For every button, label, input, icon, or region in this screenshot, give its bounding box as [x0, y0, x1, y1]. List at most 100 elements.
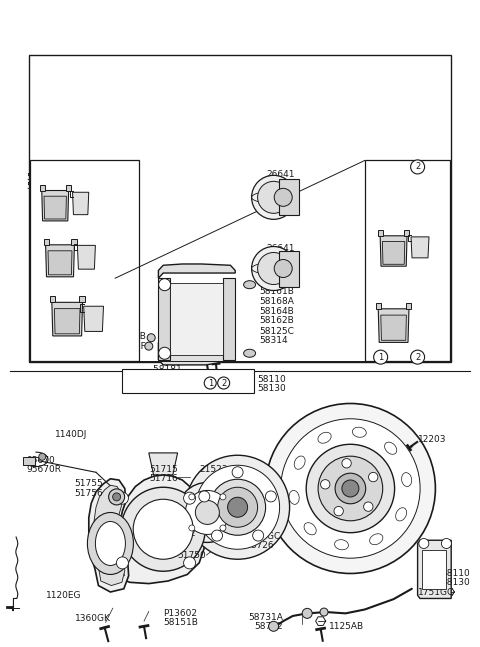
Polygon shape — [49, 296, 55, 302]
Polygon shape — [406, 303, 411, 309]
Text: 58168A: 58168A — [259, 297, 294, 306]
Circle shape — [318, 456, 383, 521]
Circle shape — [274, 188, 292, 206]
Bar — [279, 179, 300, 215]
Text: 58180: 58180 — [171, 384, 200, 393]
Polygon shape — [223, 278, 235, 360]
Ellipse shape — [96, 521, 125, 565]
Text: 58163B: 58163B — [111, 332, 146, 341]
Text: 58163B: 58163B — [168, 349, 203, 358]
Circle shape — [258, 181, 289, 214]
Text: NOTE: NOTE — [132, 386, 157, 395]
Circle shape — [158, 279, 171, 291]
Circle shape — [113, 493, 120, 501]
Text: 58181: 58181 — [131, 365, 182, 374]
Text: 58164B: 58164B — [259, 307, 294, 316]
Circle shape — [258, 252, 289, 285]
Polygon shape — [158, 278, 170, 360]
Text: 58144B: 58144B — [89, 265, 123, 274]
Text: 21523: 21523 — [199, 465, 228, 474]
Circle shape — [419, 538, 429, 549]
Circle shape — [269, 621, 278, 631]
Circle shape — [189, 525, 195, 531]
Text: 95670R: 95670R — [26, 465, 61, 474]
Text: 58151B: 58151B — [163, 618, 198, 627]
Circle shape — [199, 491, 210, 502]
Polygon shape — [46, 245, 74, 277]
Polygon shape — [72, 239, 76, 245]
Circle shape — [228, 498, 248, 517]
Text: 58181: 58181 — [171, 375, 200, 384]
Ellipse shape — [384, 442, 397, 454]
Polygon shape — [158, 335, 235, 365]
Circle shape — [410, 160, 425, 174]
Polygon shape — [77, 245, 96, 269]
Polygon shape — [383, 241, 405, 264]
Text: 1125AB: 1125AB — [329, 622, 364, 631]
Circle shape — [373, 350, 388, 364]
Circle shape — [320, 608, 328, 616]
Polygon shape — [84, 306, 104, 331]
Text: 58101: 58101 — [58, 355, 86, 364]
Polygon shape — [378, 309, 409, 342]
Polygon shape — [114, 475, 205, 584]
Text: 51756: 51756 — [74, 488, 103, 498]
Ellipse shape — [396, 508, 407, 521]
Text: 2: 2 — [415, 162, 420, 171]
Text: 51750: 51750 — [178, 551, 206, 560]
Polygon shape — [422, 550, 446, 589]
Circle shape — [369, 472, 378, 482]
Polygon shape — [411, 237, 429, 258]
Circle shape — [274, 259, 292, 278]
Circle shape — [117, 492, 129, 504]
Text: 1: 1 — [208, 378, 213, 388]
Text: 23411: 23411 — [266, 188, 295, 197]
Bar — [23, 457, 35, 465]
Text: 1751GC: 1751GC — [245, 532, 281, 541]
Text: 58144B: 58144B — [403, 177, 438, 186]
Bar — [365, 160, 450, 361]
Bar — [122, 369, 254, 393]
Text: 51755: 51755 — [74, 479, 103, 488]
Circle shape — [217, 487, 258, 527]
Circle shape — [252, 247, 296, 291]
Text: P13602: P13602 — [163, 609, 197, 618]
Polygon shape — [42, 190, 69, 221]
Circle shape — [220, 525, 226, 531]
Text: 1360GK: 1360GK — [74, 614, 110, 623]
Circle shape — [177, 483, 238, 542]
Circle shape — [321, 479, 330, 489]
Polygon shape — [418, 540, 451, 598]
Text: 1: 1 — [378, 353, 383, 362]
Polygon shape — [54, 309, 80, 334]
Circle shape — [335, 473, 366, 504]
Circle shape — [184, 557, 196, 569]
Circle shape — [410, 350, 425, 364]
Polygon shape — [158, 264, 235, 278]
Polygon shape — [44, 196, 66, 219]
Text: THE NO. 58180 : ①~②: THE NO. 58180 : ①~② — [131, 377, 231, 386]
Circle shape — [342, 480, 359, 497]
Text: 58113: 58113 — [266, 179, 295, 188]
Circle shape — [265, 404, 435, 573]
Text: 58113: 58113 — [266, 253, 295, 262]
Polygon shape — [306, 444, 314, 532]
Text: 58110: 58110 — [442, 569, 470, 578]
Polygon shape — [170, 283, 223, 355]
Circle shape — [281, 419, 420, 558]
Text: 51716: 51716 — [149, 474, 178, 483]
Circle shape — [210, 479, 265, 535]
Circle shape — [186, 455, 289, 559]
Bar — [30, 160, 139, 361]
Polygon shape — [52, 302, 83, 336]
Polygon shape — [376, 303, 382, 309]
Polygon shape — [66, 185, 71, 190]
Text: 2: 2 — [221, 378, 226, 388]
Circle shape — [220, 494, 226, 500]
Circle shape — [265, 491, 276, 502]
Ellipse shape — [335, 540, 348, 550]
Polygon shape — [381, 315, 407, 340]
Text: 58125C: 58125C — [259, 327, 294, 336]
Ellipse shape — [294, 456, 305, 469]
Circle shape — [364, 502, 373, 511]
